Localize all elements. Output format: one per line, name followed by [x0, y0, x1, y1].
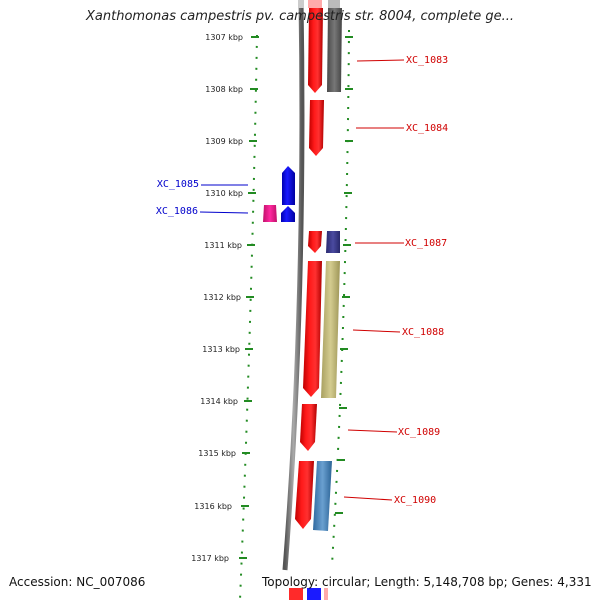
gene-fragment-bottom [307, 588, 321, 600]
gene-xc1085[interactable] [282, 166, 295, 205]
label-leaders [199, 59, 405, 501]
gene-label-xc1087[interactable]: XC_1087 [405, 238, 447, 249]
gene-xc1088[interactable] [303, 261, 322, 397]
left-genes-track [263, 166, 295, 222]
ruler-labels: 1307 kbp 1308 kbp 1309 kbp 1310 kbp 1311… [191, 33, 243, 563]
gene-fragment-top [308, 0, 322, 8]
gene-label-xc1084[interactable]: XC_1084 [406, 123, 448, 134]
gene-xc1086[interactable] [281, 206, 295, 222]
gene-label-xc1089[interactable]: XC_1089 [398, 427, 440, 438]
gene-gray[interactable] [327, 8, 342, 92]
cds-track [295, 8, 324, 529]
topology-info: Topology: circular; Length: 5,148,708 bp… [262, 575, 592, 589]
tick-label: 1307 kbp [205, 33, 243, 42]
gene-label-xc1085[interactable]: XC_1085 [157, 179, 199, 190]
tick-label: 1308 kbp [205, 85, 243, 94]
gene-xc1089[interactable] [300, 404, 317, 451]
genome-backbone [282, 0, 305, 571]
tick-label: 1317 kbp [191, 554, 229, 563]
gene-navy[interactable] [326, 231, 340, 253]
gene-khaki[interactable] [321, 261, 340, 398]
tick-label: 1311 kbp [204, 241, 242, 250]
gene-xc1087[interactable] [308, 231, 322, 253]
grid-ring-outer-left [239, 34, 258, 600]
ruler-ticks [239, 36, 259, 559]
gene-fragment-bottom [289, 588, 303, 600]
tick-label: 1315 kbp [198, 449, 236, 458]
gene-xc1083[interactable] [308, 8, 323, 93]
accession-info: Accession: NC_007086 [9, 575, 146, 589]
grid-ring-outer-right [331, 29, 350, 566]
ruler-ticks-right [335, 36, 353, 514]
gene-fragment-bottom [324, 588, 328, 600]
tick-label: 1313 kbp [202, 345, 240, 354]
tick-label: 1310 kbp [205, 189, 243, 198]
tick-label: 1314 kbp [200, 397, 238, 406]
tick-label: 1309 kbp [205, 137, 243, 146]
map-title: Xanthomonas campestris pv. campestris st… [86, 9, 514, 24]
gene-label-xc1083[interactable]: XC_1083 [406, 55, 448, 66]
other-genes-track [313, 8, 342, 531]
gene-fragment-top [328, 0, 340, 8]
gene-xc1090[interactable] [295, 461, 314, 529]
tick-label: 1312 kbp [203, 293, 241, 302]
gene-labels: XC_1083 XC_1084 XC_1087 XC_1088 XC_1089 … [156, 55, 448, 506]
backbone-fragment [298, 0, 304, 8]
tick-label: 1316 kbp [194, 502, 232, 511]
gene-xc1084[interactable] [309, 100, 324, 156]
gene-steelblue[interactable] [313, 461, 332, 531]
gene-magenta[interactable] [263, 205, 277, 222]
gene-label-xc1090[interactable]: XC_1090 [394, 495, 436, 506]
gene-label-xc1088[interactable]: XC_1088 [402, 327, 444, 338]
gene-label-xc1086[interactable]: XC_1086 [156, 206, 198, 217]
